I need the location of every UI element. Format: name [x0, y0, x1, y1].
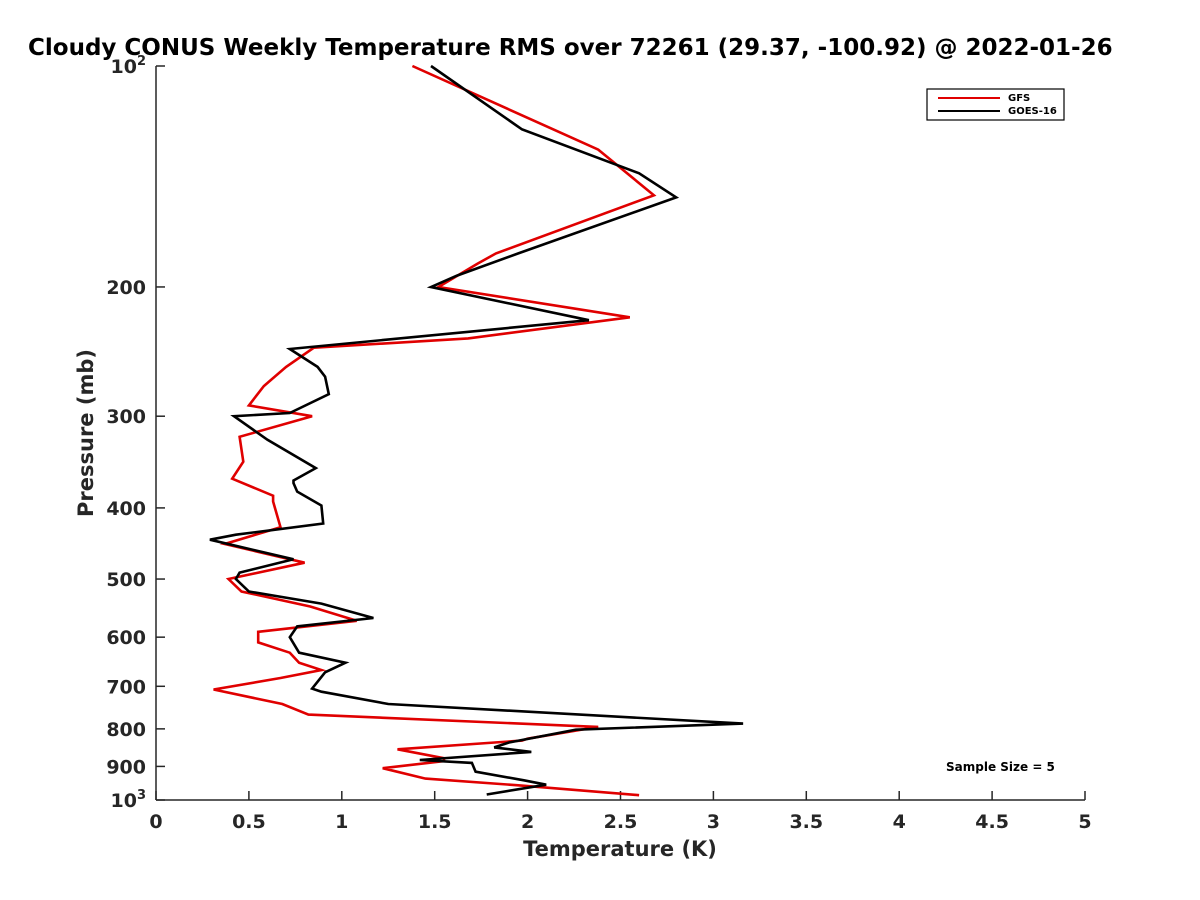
y-axis: 102 200 300 400 500 600 700 800 900 103 [106, 54, 165, 812]
x-tick-label: 4.5 [975, 811, 1009, 833]
x-tick-label: 2 [521, 811, 534, 833]
x-tick-label: 1 [335, 811, 348, 833]
x-tick-label: 0 [149, 811, 162, 833]
x-tick-label: 3.5 [789, 811, 823, 833]
legend-label-gfs: GFS [1008, 93, 1030, 104]
y-axis-label: Pressure (mb) [74, 349, 98, 517]
x-tick-label: 1.5 [418, 811, 452, 833]
x-tick-label: 2.5 [604, 811, 638, 833]
x-tick-label: 3 [707, 811, 720, 833]
series-line-goes-16 [209, 64, 744, 796]
y-tick-label: 800 [106, 719, 146, 741]
x-axis-label: Temperature (K) [523, 837, 717, 861]
legend-box [926, 88, 1065, 121]
x-tick-label: 4 [893, 811, 906, 833]
y-tick-label: 600 [106, 627, 146, 649]
x-tick-label: 5 [1078, 811, 1091, 833]
sample-size-annotation: Sample Size = 5 [946, 760, 1055, 774]
x-axis: 0 0.5 1 1.5 2 2.5 3 3.5 4 4.5 5 [149, 791, 1092, 833]
series-layer [209, 64, 744, 797]
y-tick-label: 102 [111, 54, 147, 78]
plot-area [156, 66, 1085, 800]
x-tick-label: 0.5 [232, 811, 266, 833]
legend-label-goes-16: GOES-16 [1008, 106, 1057, 117]
y-tick-label: 103 [111, 788, 147, 812]
y-tick-label: 400 [106, 498, 146, 520]
y-tick-label: 700 [106, 676, 146, 698]
chart-title: Cloudy CONUS Weekly Temperature RMS over… [28, 35, 1113, 61]
y-tick-label: 500 [106, 569, 146, 591]
y-tick-label: 300 [106, 406, 146, 428]
plot-background [156, 66, 1085, 800]
y-tick-label: 900 [106, 756, 146, 778]
y-tick-label: 200 [106, 277, 146, 299]
legend: GFS GOES-16 [926, 88, 1065, 121]
